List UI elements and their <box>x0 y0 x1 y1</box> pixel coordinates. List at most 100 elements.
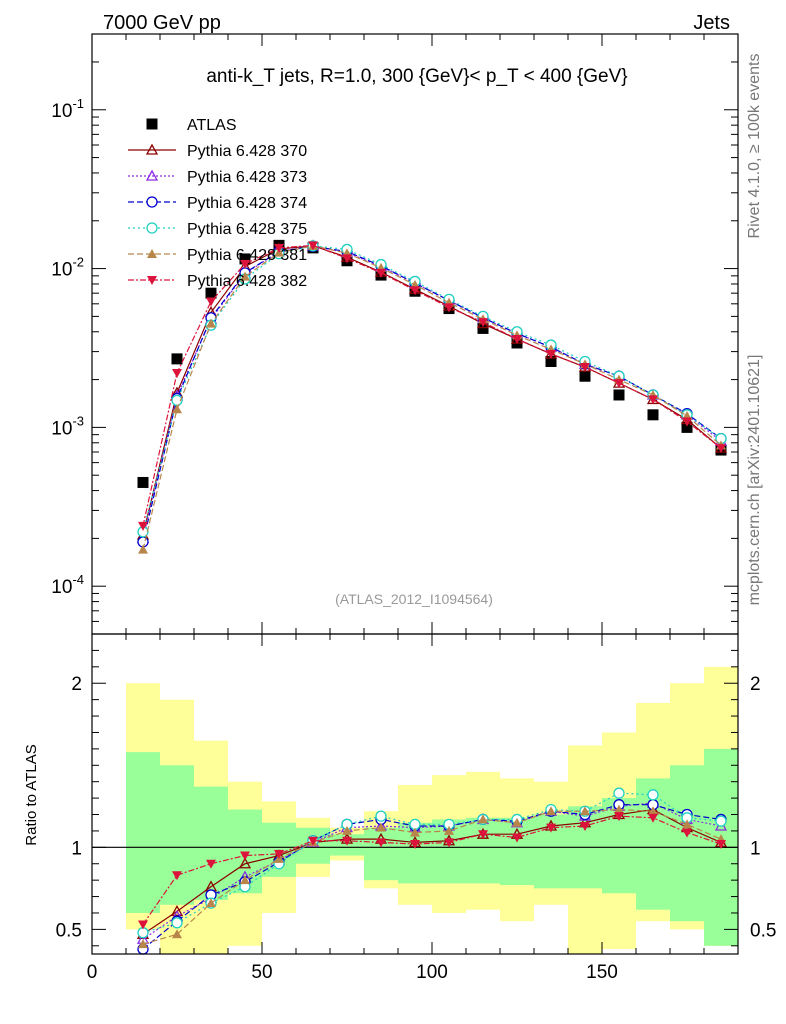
point-atlas <box>137 476 149 488</box>
legend-entry-pythia-6-428-382: Pythia 6.428 382 <box>128 273 307 290</box>
ratio-point-pythia-6-428-381 <box>376 822 386 832</box>
point-atlas <box>613 389 625 401</box>
ratio-point-pythia-6-428-382 <box>274 849 284 859</box>
point-pythia-6-428-382 <box>274 243 284 253</box>
point-pythia-6-428-382 <box>512 335 522 345</box>
ratio-y-tick-label: 1 <box>71 838 82 859</box>
ratio-point-pythia-6-428-382 <box>444 838 454 848</box>
ratio-point-pythia-6-428-381 <box>240 875 250 885</box>
legend-marker <box>147 249 157 258</box>
ratio-line-pythia-6-428-374 <box>142 804 722 950</box>
ratio-y-tick-label-right: 2 <box>750 674 761 695</box>
point-atlas <box>477 322 489 334</box>
ratio-point-pythia-6-428-370 <box>170 904 184 916</box>
x-tick-label: 0 <box>87 962 98 983</box>
legend-marker <box>145 143 159 155</box>
ratio-point-pythia-6-428-382 <box>138 920 148 930</box>
ratio-series-pythia-6-428-382 <box>138 812 726 930</box>
point-pythia-6-428-381 <box>138 544 148 554</box>
legend-label: ATLAS <box>187 117 237 134</box>
point-pythia-6-428-382 <box>342 254 352 264</box>
ratio-point-pythia-6-428-382 <box>172 871 182 881</box>
ratio-point-pythia-6-428-381 <box>682 819 692 829</box>
series-pythia-6-428-382 <box>138 241 726 531</box>
point-pythia-6-428-381 <box>206 318 216 328</box>
ratio-green-band <box>364 827 398 881</box>
ratio-point-pythia-6-428-382 <box>682 828 692 838</box>
legend-label: Pythia 6.428 381 <box>187 247 307 264</box>
ratio-point-pythia-6-428-382 <box>376 838 386 848</box>
ratio-line-pythia-6-428-370 <box>142 808 722 935</box>
ratio-y-tick-label-right: 0.5 <box>750 920 776 941</box>
point-pythia-6-428-382 <box>240 259 250 269</box>
rivet-side-label: Rivet 4.1.0, ≥ 100k events <box>746 54 763 239</box>
ratio-y-tick-label: 0.5 <box>56 920 82 941</box>
legend-entry-pythia-6-428-374: Pythia 6.428 374 <box>128 195 307 212</box>
ratio-point-pythia-6-428-370 <box>238 857 252 869</box>
point-atlas <box>545 355 557 367</box>
ratio-point-pythia-6-428-382 <box>308 836 318 846</box>
legend-label: Pythia 6.428 382 <box>187 273 307 290</box>
point-atlas <box>205 287 217 299</box>
point-pythia-6-428-382 <box>172 369 182 379</box>
ratio-point-pythia-6-428-381 <box>648 806 658 816</box>
point-pythia-6-428-382 <box>614 379 624 389</box>
ratio-point-pythia-6-428-381 <box>580 806 590 816</box>
legend-label: Pythia 6.428 373 <box>187 169 307 186</box>
ratio-series-group <box>136 787 728 955</box>
point-atlas <box>239 253 251 265</box>
series-line-pythia-6-428-375 <box>142 245 722 532</box>
ratio-green-band <box>466 817 500 884</box>
point-pythia-6-428-382 <box>376 268 386 278</box>
legend-marker <box>146 222 158 234</box>
point-pythia-6-428-382 <box>206 297 216 307</box>
ratio-green-band <box>160 765 194 905</box>
point-pythia-6-428-381 <box>240 271 250 281</box>
ratio-line-pythia-6-428-375 <box>142 792 722 934</box>
ratio-point-pythia-6-428-381 <box>410 827 420 837</box>
legend-entry-atlas: ATLAS <box>146 117 237 134</box>
ratio-y-tick-label: 2 <box>71 674 82 695</box>
ratio-point-pythia-6-428-381 <box>546 806 556 816</box>
x-tick-label: 50 <box>251 962 272 983</box>
ratio-green-band <box>126 752 160 913</box>
ratio-point-pythia-6-428-381 <box>342 825 352 835</box>
ratio-point-pythia-6-428-381 <box>478 814 488 824</box>
legend-marker <box>145 169 159 181</box>
point-atlas <box>579 370 591 382</box>
ratio-point-pythia-6-428-381 <box>512 817 522 827</box>
point-pythia-6-428-381 <box>172 404 182 414</box>
point-pythia-6-428-382 <box>648 395 658 405</box>
point-pythia-6-428-382 <box>546 349 556 359</box>
ratio-line-pythia-6-428-373 <box>142 802 722 940</box>
ratio-line-pythia-6-428-382 <box>142 815 722 925</box>
ratio-point-pythia-6-428-382 <box>546 823 556 833</box>
legend-label: Pythia 6.428 370 <box>187 143 307 160</box>
y-tick-label: 10-1 <box>51 96 84 122</box>
series-line-pythia-6-428-381 <box>142 245 722 550</box>
legend-entry-pythia-6-428-381: Pythia 6.428 381 <box>128 247 307 264</box>
ratio-point-pythia-6-428-375 <box>613 787 625 799</box>
ratio-point-pythia-6-428-375 <box>171 917 183 929</box>
point-atlas <box>171 353 183 365</box>
ratio-point-pythia-6-428-375 <box>715 815 727 827</box>
ratio-green-band <box>670 765 704 922</box>
point-pythia-6-428-382 <box>410 286 420 296</box>
x-tick-label: 150 <box>586 962 618 983</box>
ratio-point-pythia-6-428-381 <box>138 939 148 949</box>
point-pythia-6-428-382 <box>716 444 726 454</box>
ratio-y-tick-label-right: 1 <box>750 838 761 859</box>
point-pythia-6-428-382 <box>682 417 692 427</box>
header-left-label: 7000 GeV pp <box>103 12 221 34</box>
ratio-point-pythia-6-428-382 <box>342 836 352 846</box>
y-tick-label: 10-2 <box>51 255 84 281</box>
legend-entry-pythia-6-428-370: Pythia 6.428 370 <box>128 143 307 160</box>
legend-label: Pythia 6.428 374 <box>187 195 307 212</box>
ratio-point-pythia-6-428-381 <box>206 898 216 908</box>
point-atlas <box>647 409 659 421</box>
ratio-point-pythia-6-428-381 <box>172 929 182 939</box>
legend-entry-pythia-6-428-375: Pythia 6.428 375 <box>128 221 307 238</box>
axes-group: 0 50 100 150 10-4 10-3 10-2 10-1 0.5 0.5 1 1 2 2 <box>51 33 776 983</box>
ratio-point-pythia-6-428-375 <box>647 789 659 801</box>
point-pythia-6-428-382 <box>308 241 318 251</box>
